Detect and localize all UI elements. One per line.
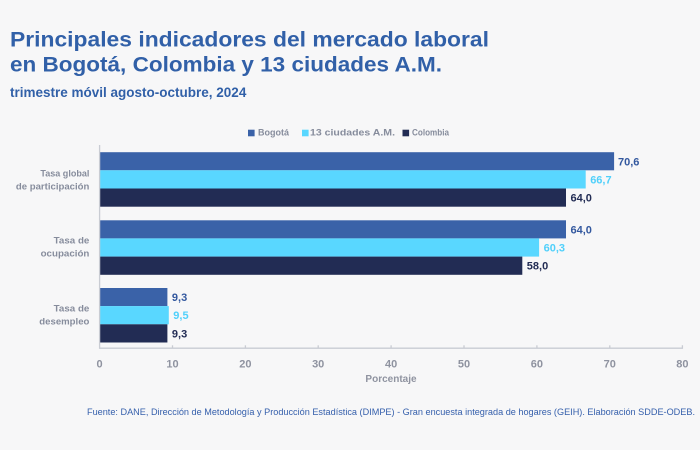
svg-text:20: 20 [239,359,251,371]
svg-text:Principales indicadores del me: Principales indicadores del mercado labo… [10,28,489,52]
svg-text:Colombia: Colombia [412,127,450,138]
svg-text:Porcentaje: Porcentaje [365,374,417,385]
svg-text:9,3: 9,3 [172,328,187,340]
svg-text:0: 0 [97,359,103,371]
svg-text:Tasa de: Tasa de [54,303,90,314]
svg-text:30: 30 [312,359,324,371]
svg-text:Tasa de: Tasa de [54,235,90,246]
svg-text:en Bogotá, Colombia y 13 ciuda: en Bogotá, Colombia y 13 ciudades A.M. [10,53,442,77]
svg-text:50: 50 [458,359,470,371]
svg-text:9,5: 9,5 [173,310,188,322]
svg-text:80: 80 [676,359,688,371]
svg-text:trimestre móvil agosto-octubre: trimestre móvil agosto-octubre, 2024 [10,85,247,100]
svg-text:58,0: 58,0 [527,261,548,273]
svg-text:Fuente: DANE, Dirección de Met: Fuente: DANE, Dirección de Metodología y… [87,407,695,417]
svg-text:70,6: 70,6 [618,156,639,168]
svg-text:66,7: 66,7 [590,174,611,186]
svg-text:10: 10 [166,359,178,371]
svg-text:Tasa global: Tasa global [40,168,89,179]
svg-text:ocupación: ocupación [41,249,90,260]
svg-text:de participación: de participación [16,181,90,192]
svg-text:9,3: 9,3 [172,292,187,304]
svg-text:70: 70 [604,359,616,371]
svg-text:40: 40 [385,359,397,371]
svg-text:60,3: 60,3 [544,243,565,255]
svg-text:64,0: 64,0 [571,224,592,236]
svg-text:Bogotá: Bogotá [258,127,290,138]
svg-text:desempleo: desempleo [39,316,89,327]
svg-text:60: 60 [531,359,543,371]
svg-text:64,0: 64,0 [571,193,592,205]
svg-text:13 ciudades A.M.: 13 ciudades A.M. [310,127,395,138]
